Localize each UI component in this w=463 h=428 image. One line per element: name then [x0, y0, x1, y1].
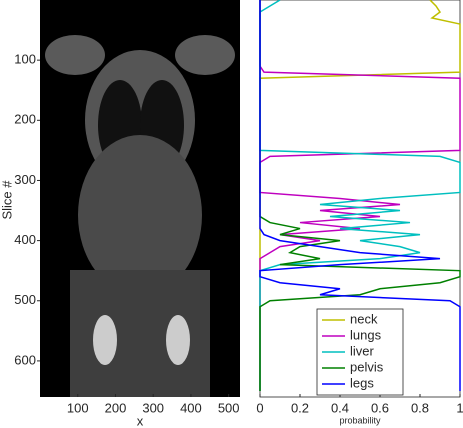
legend-label: liver: [350, 343, 375, 358]
legend-label: pelvis: [350, 359, 384, 374]
x-tick-label: 0.6: [371, 400, 389, 415]
x-tick-label: 1: [456, 400, 463, 415]
x-tick-label: 0.4: [331, 400, 349, 415]
y-tick-label: 500: [14, 292, 36, 307]
y-tick-label: 100: [14, 52, 36, 67]
y-tick-label: 300: [14, 172, 36, 187]
y-tick-label: 400: [14, 232, 36, 247]
legend-label: neck: [350, 311, 378, 326]
x-tick-label: 100: [67, 400, 89, 415]
x-tick-label: 500: [218, 400, 240, 415]
x-axis-label: x: [137, 413, 144, 428]
legend-label: legs: [350, 375, 374, 390]
x-tick-label: 400: [180, 400, 202, 415]
x-tick-label: 0: [256, 400, 263, 415]
series-line: [259, 0, 461, 391]
x-tick-label: 300: [142, 400, 164, 415]
y-axis-label: Slice #: [0, 180, 14, 220]
legend-label: lungs: [350, 327, 382, 342]
x-tick-label: 200: [105, 400, 127, 415]
y-tick-label: 600: [14, 352, 36, 367]
ct-image: [40, 0, 240, 397]
x-tick-label: 0.8: [411, 400, 429, 415]
y-tick-label: 200: [14, 112, 36, 127]
x-axis-label: probability: [339, 415, 381, 425]
x-tick-label: 0.2: [291, 400, 309, 415]
